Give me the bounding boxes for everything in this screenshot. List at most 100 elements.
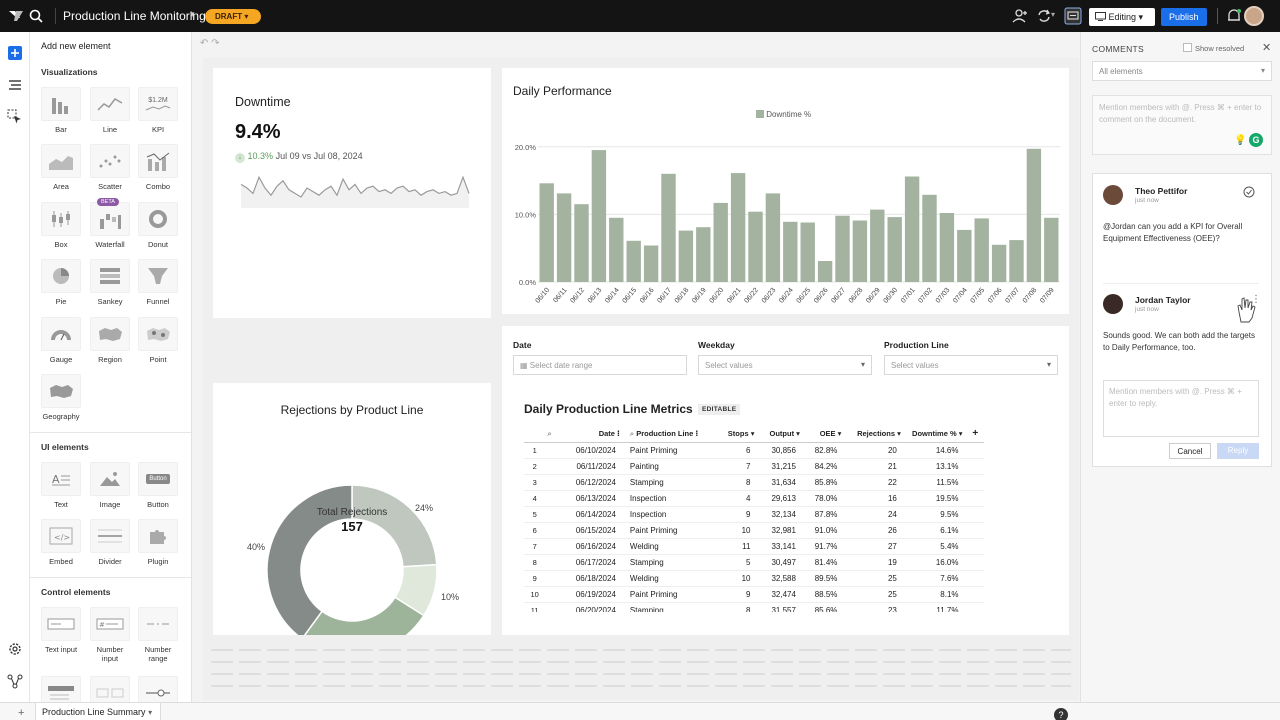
bar[interactable] (765, 193, 781, 282)
geography-map-tile[interactable]: Geography (39, 374, 83, 421)
search-icon[interactable] (28, 8, 44, 24)
table-cell[interactable]: 24 (845, 506, 905, 523)
table-cell[interactable]: 8.1% (904, 586, 967, 603)
table-cell[interactable]: 10 (715, 570, 759, 587)
bar[interactable] (1044, 217, 1059, 282)
bar[interactable] (713, 202, 728, 282)
column-header-rejections[interactable]: Rejections ▾ (845, 426, 905, 443)
text-input-tile[interactable]: Text input (39, 607, 83, 654)
table-cell[interactable]: 06/15/2024 (545, 522, 624, 539)
bar[interactable] (574, 204, 589, 282)
table-cell[interactable]: 87.8% (803, 506, 846, 523)
table-cell[interactable]: 91.7% (803, 538, 846, 555)
page-tab[interactable]: Production Line Summary ▾ (35, 703, 161, 720)
point-map-tile[interactable]: Point (136, 317, 180, 364)
table-cell[interactable]: 11.5% (904, 474, 967, 491)
editing-mode-button[interactable]: Editing ▾ (1089, 8, 1155, 26)
list-control-tile[interactable] (39, 676, 83, 702)
table-cell[interactable]: 85.6% (803, 602, 846, 612)
bar[interactable] (870, 209, 885, 282)
bar[interactable] (783, 221, 798, 282)
table-cell[interactable]: Paint Priming (623, 586, 716, 603)
table-cell[interactable]: 7 (715, 458, 759, 475)
table-cell[interactable]: 06/11/2024 (545, 458, 624, 475)
sankey-chart-tile[interactable]: Sankey (88, 259, 132, 306)
column-header-oee[interactable]: OEE ▾ (803, 426, 846, 443)
divider-element-tile[interactable]: Divider (88, 519, 132, 566)
bar[interactable] (556, 193, 572, 282)
daily-performance-card[interactable]: Daily Performance Downtime % 0.0% 10.0% 20… (502, 68, 1069, 314)
show-resolved-toggle[interactable]: Show resolved (1183, 43, 1244, 53)
production-line-filter[interactable]: Select values ▾ (884, 355, 1058, 375)
undo-icon[interactable]: ↶ (200, 38, 209, 49)
table-cell[interactable]: 22 (845, 474, 905, 491)
table-row[interactable]: 6 06/15/2024 Paint Priming 10 32,981 91.0% 26 6… (524, 522, 984, 539)
funnel-chart-tile[interactable]: Funnel (136, 259, 180, 306)
table-cell[interactable]: 32,134 (758, 506, 804, 523)
table-cell[interactable]: Inspection (623, 490, 716, 507)
table-cell[interactable]: 10 (715, 522, 759, 539)
donut-chart-tile[interactable]: Donut (136, 202, 180, 249)
table-cell[interactable]: 30,856 (758, 442, 804, 459)
bar[interactable] (835, 215, 850, 282)
bar[interactable] (922, 194, 937, 282)
text-element-tile[interactable]: A Text (39, 462, 83, 509)
table-cell[interactable]: 91.0% (803, 522, 846, 539)
table-row[interactable]: 5 06/14/2024 Inspection 9 32,134 87.8% 24 9.5% (524, 506, 984, 523)
table-cell[interactable]: 16.0% (904, 554, 967, 571)
table-cell[interactable]: 31,557 (758, 602, 804, 612)
table-cell[interactable]: Painting (623, 458, 716, 475)
data-model-icon[interactable] (6, 672, 24, 690)
reply-input[interactable]: Mention members with @. Press ⌘ + enter … (1103, 380, 1259, 437)
more-options-icon[interactable]: ⋮ (1251, 294, 1261, 305)
app-logo-icon[interactable] (6, 6, 26, 26)
image-element-tile[interactable]: Image (88, 462, 132, 509)
table-cell[interactable]: Stamping (623, 474, 716, 491)
column-header-downtime[interactable]: Downtime % ▾ (904, 426, 967, 443)
table-cell[interactable]: 7.6% (904, 570, 967, 587)
table-row[interactable]: 11 06/20/2024 Stamping 8 31,557 85.6% 23 11.7% (524, 602, 984, 612)
bar[interactable] (887, 217, 902, 282)
button-element-tile[interactable]: Button Button (136, 462, 180, 509)
slider-control-tile[interactable] (136, 676, 180, 702)
table-cell[interactable]: Welding (623, 538, 716, 555)
table-cell[interactable]: Paint Priming (623, 442, 716, 459)
combo-chart-tile[interactable]: Combo (136, 144, 180, 191)
number-range-tile[interactable]: Number range (136, 607, 180, 663)
table-cell[interactable]: 06/14/2024 (545, 506, 624, 523)
table-cell[interactable]: 06/20/2024 (545, 602, 624, 612)
table-cell[interactable]: 06/17/2024 (545, 554, 624, 571)
bar[interactable] (904, 176, 920, 283)
table-row[interactable]: 9 06/18/2024 Welding 10 32,588 89.5% 25 7.6% (524, 570, 984, 587)
reply-button[interactable]: Reply (1217, 443, 1259, 459)
element-filter-select[interactable]: All elements ▾ (1092, 61, 1272, 81)
box-plot-tile[interactable]: Box (39, 202, 83, 249)
table-cell[interactable]: 06/18/2024 (545, 570, 624, 587)
table-cell[interactable]: 9 (524, 570, 546, 587)
table-cell[interactable]: 06/16/2024 (545, 538, 624, 555)
table-cell[interactable]: 31,634 (758, 474, 804, 491)
table-cell[interactable]: 30,497 (758, 554, 804, 571)
table-cell[interactable]: 06/13/2024 (545, 490, 624, 507)
bar[interactable] (609, 217, 624, 282)
checkbox[interactable] (1183, 43, 1192, 52)
table-cell[interactable]: 8 (715, 602, 759, 612)
table-cell[interactable]: 19 (845, 554, 905, 571)
bar[interactable] (939, 213, 955, 282)
table-cell[interactable]: 84.2% (803, 458, 846, 475)
user-avatar[interactable] (1244, 6, 1264, 26)
bar[interactable] (643, 245, 659, 283)
table-cell[interactable]: 21 (845, 458, 905, 475)
outline-icon[interactable] (6, 76, 24, 94)
comment-icon[interactable] (1063, 6, 1083, 26)
column-header-stops[interactable]: Stops ▾ (715, 426, 759, 443)
bar-chart-tile[interactable]: Bar (39, 87, 83, 134)
bar[interactable] (661, 173, 676, 282)
table-cell[interactable]: 32,981 (758, 522, 804, 539)
weekday-filter[interactable]: Select values ▾ (698, 355, 872, 375)
table-cell[interactable]: 6.1% (904, 522, 967, 539)
table-cell[interactable]: 06/19/2024 (545, 586, 624, 603)
table-cell[interactable]: 4 (715, 490, 759, 507)
downtime-kpi-card[interactable]: Downtime 9.4% ↓ 10.3% Jul 09 vs Jul 08, … (213, 68, 491, 318)
column-header-date[interactable]: ⌕ Date ⁝ (545, 426, 624, 443)
